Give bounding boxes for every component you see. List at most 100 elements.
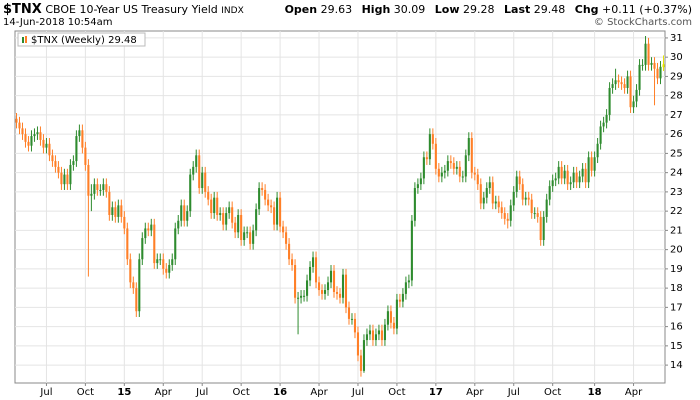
candle-body (413, 188, 416, 221)
x-tick-label: 15 (117, 387, 131, 398)
legend: $TNX (Weekly) 29.48 (17, 32, 146, 47)
candle-body (611, 84, 614, 88)
candle-body (446, 161, 449, 171)
x-tick-label: 18 (588, 387, 602, 398)
candle-body (614, 80, 617, 85)
y-tick-label: 21 (670, 225, 683, 236)
candle-body (81, 130, 84, 148)
candle-body (506, 218, 509, 221)
candle-body (264, 189, 267, 200)
y-tick-label: 29 (670, 71, 683, 82)
candle-body (320, 290, 324, 294)
candle-body (297, 297, 300, 299)
quote-label: Open (284, 3, 318, 16)
candle-body (512, 191, 515, 206)
candle-body (108, 191, 111, 215)
candle-body (392, 322, 395, 329)
candle-body (96, 184, 99, 190)
candle-body (560, 166, 563, 179)
candle-body (180, 205, 183, 221)
candle-body (419, 178, 422, 185)
candle-body (72, 161, 75, 165)
candle-body (590, 157, 593, 171)
candle-body (404, 282, 407, 294)
candle-body (386, 311, 389, 325)
candle-body (524, 197, 527, 200)
x-tick-label: Apr (466, 387, 484, 398)
candle-body (437, 168, 440, 177)
candle-body (279, 197, 282, 227)
x-tick-label: Apr (310, 387, 328, 398)
candle-body (458, 166, 461, 177)
x-tick-label: Jul (507, 387, 520, 398)
quote-value: 29.63 (320, 3, 353, 16)
legend-swatch (25, 36, 27, 43)
y-tick-label: 15 (670, 341, 683, 352)
candle-body (662, 64, 665, 68)
candle-body (539, 216, 542, 241)
candle-body (359, 355, 363, 371)
y-tick-label: 31 (670, 33, 683, 44)
candle-body (150, 224, 153, 231)
candle-body (314, 257, 318, 283)
header: $TNX CBOE 10-Year US Treasury Yield INDX… (0, 0, 700, 30)
candle-body (222, 213, 225, 225)
quote-label: High (361, 3, 391, 16)
candle-body (347, 307, 351, 319)
candle-body (596, 143, 599, 158)
candle-body (464, 155, 467, 177)
candle-body (216, 197, 219, 215)
candle-body (329, 270, 333, 283)
exchange: INDX (221, 6, 244, 16)
candle-body (48, 143, 51, 156)
candle-body (237, 214, 240, 233)
candle-body (159, 259, 162, 261)
candle-body (335, 291, 339, 294)
candle-body (644, 43, 647, 65)
x-tick-label: Jul (195, 387, 208, 398)
candle-body (620, 82, 623, 85)
candle-body (201, 172, 204, 189)
candle-body (434, 143, 437, 169)
candle-body (332, 270, 336, 292)
candle-body (156, 259, 159, 264)
candle-body (572, 172, 575, 183)
x-tick-label: Oct (388, 387, 405, 398)
candle-body (410, 220, 413, 281)
candle-body (276, 197, 279, 225)
candle-body (341, 274, 345, 298)
candle-body (581, 168, 584, 177)
candle-body (473, 172, 476, 175)
candle-body (656, 68, 659, 79)
candle-body (653, 62, 656, 69)
candle-body (509, 205, 512, 221)
legend-value: 29.48 (108, 35, 137, 46)
candle-body (380, 330, 383, 341)
candle-body (485, 188, 488, 198)
candle-body (51, 155, 54, 162)
candle-body (494, 201, 497, 204)
candle-body (270, 205, 273, 208)
candle-body (308, 266, 312, 281)
candle-body (602, 122, 605, 127)
candle-body (599, 126, 602, 144)
symbol: $TNX (3, 2, 42, 17)
candle-body (593, 157, 596, 171)
candle-body (482, 197, 485, 204)
candle-body (548, 186, 551, 200)
candle-body (84, 147, 87, 165)
x-tick-label: Apr (155, 387, 173, 398)
candle-body (132, 282, 135, 289)
y-tick-label: 20 (670, 245, 683, 256)
candle-body (123, 216, 126, 229)
candle-body (165, 268, 168, 273)
candle-body (114, 207, 117, 217)
candle-body (213, 197, 216, 214)
y-tick-label: 18 (670, 283, 683, 294)
x-tick-label: Oct (233, 387, 250, 398)
candle-body (311, 257, 315, 267)
candle-body (30, 136, 33, 146)
quote-value: 30.09 (393, 3, 426, 16)
candle-body (90, 193, 93, 196)
